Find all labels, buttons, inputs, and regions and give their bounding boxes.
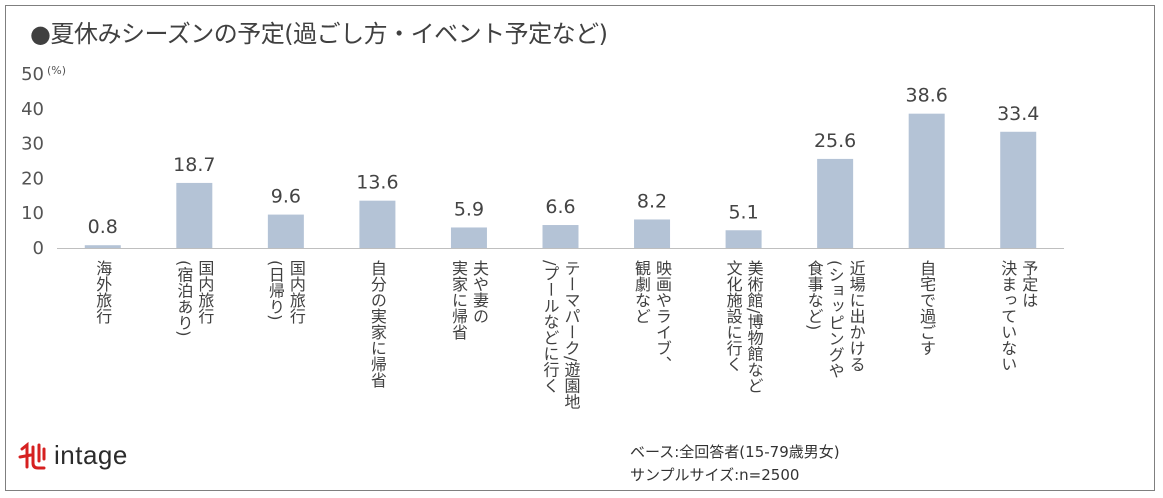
logo-text: intage xyxy=(54,439,128,470)
bar xyxy=(176,182,213,248)
y-tick-label: 50 xyxy=(21,64,44,85)
bar xyxy=(634,219,671,248)
bar xyxy=(908,113,945,248)
data-label: 25.6 xyxy=(814,130,856,152)
data-label: 18.7 xyxy=(173,154,215,176)
footnote: ベース:全回答者(15-79歳男女) サンプルサイズ:n=2500 xyxy=(630,441,840,487)
y-axis: 0 10 20 30 40 50 (%) xyxy=(21,64,66,259)
category-label: 自宅で過ごす xyxy=(917,260,937,356)
y-tick-label: 10 xyxy=(21,203,44,224)
bar xyxy=(542,225,579,248)
bar xyxy=(725,230,762,248)
category-label: 自分の実家に帰省 xyxy=(367,260,387,388)
intage-mark-icon xyxy=(18,441,46,470)
category-label: 美術館/博物館など 文化施設に行く xyxy=(723,260,764,394)
category-label: 夫や妻の 実家に帰省 xyxy=(448,260,489,340)
y-tick-label: 40 xyxy=(21,99,44,120)
footnote-base: ベース:全回答者(15-79歳男女) xyxy=(630,443,840,461)
data-label: 6.6 xyxy=(545,196,575,218)
category-label: 近場に出かける (ショッピングや 食事など) xyxy=(804,260,866,379)
data-label: 33.4 xyxy=(997,103,1039,125)
data-label: 13.6 xyxy=(356,172,398,194)
data-label: 9.6 xyxy=(271,186,301,208)
data-label: 5.1 xyxy=(728,201,758,223)
category-label: 国内旅行 (宿泊あり) xyxy=(174,260,215,337)
y-tick-label: 30 xyxy=(21,134,44,155)
data-label: 38.6 xyxy=(906,85,948,107)
y-tick-label: 0 xyxy=(33,238,44,259)
category-label: 国内旅行 (日帰り) xyxy=(265,260,306,324)
chart-title: ●夏休みシーズンの予定(過ごし方・イベント予定など) xyxy=(30,20,608,48)
y-unit-label: (%) xyxy=(47,64,66,77)
footnote-sample: サンプルサイズ:n=2500 xyxy=(630,466,800,484)
category-label: 映画やライブ、 観劇など xyxy=(632,260,673,372)
bar xyxy=(267,214,304,248)
y-tick-label: 20 xyxy=(21,168,44,189)
bar xyxy=(1000,131,1037,248)
category-label: テーマパーク/遊園地 /プールなどに行く xyxy=(540,260,581,410)
data-label: 0.8 xyxy=(88,216,118,238)
category-label: 予定は 決まっていない xyxy=(998,260,1039,372)
bar xyxy=(359,200,396,248)
value-labels: 0.8 18.7 9.6 13.6 5.9 6.6 8.2 5.1 25.6 38.6 33.4 xyxy=(88,85,1040,239)
data-label: 8.2 xyxy=(637,190,667,212)
bar xyxy=(450,227,487,248)
intage-logo: intage xyxy=(18,439,128,471)
data-label: 5.9 xyxy=(454,198,484,220)
category-label: 海外旅行 xyxy=(93,260,113,324)
bar xyxy=(84,245,121,248)
bar xyxy=(817,158,854,248)
bars xyxy=(84,113,1037,248)
